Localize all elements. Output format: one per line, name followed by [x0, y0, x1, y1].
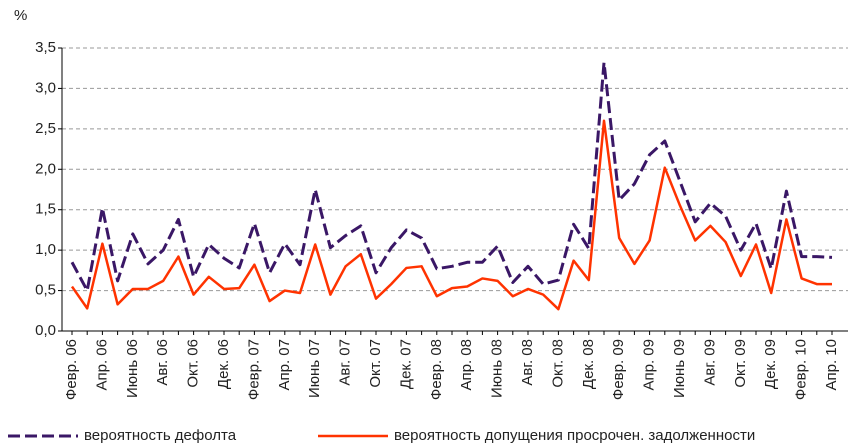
x-tick-label: Февр. 06	[63, 339, 80, 400]
x-tick-label: Апр. 07	[276, 339, 293, 391]
series-line	[70, 61, 833, 293]
x-tick-label: Окт. 09	[732, 339, 749, 388]
x-tick-label: Апр. 06	[93, 339, 110, 391]
x-tick-label: Окт. 06	[185, 339, 202, 388]
y-tick-label: 1,0	[35, 241, 56, 258]
x-tick-label: Июнь 06	[124, 339, 141, 398]
x-tick-label: Февр. 10	[793, 339, 810, 400]
y-tick-label: 0,5	[35, 282, 56, 299]
y-tick-label: 3,5	[35, 39, 56, 56]
y-tick-label: 1,5	[35, 201, 56, 218]
x-tick-label: Авг. 09	[701, 339, 718, 386]
x-tick-label: Дек. 09	[762, 339, 779, 389]
y-axis-label: %	[14, 7, 27, 24]
x-tick-label: Дек. 06	[215, 339, 232, 389]
y-tick-label: 2,0	[35, 160, 56, 177]
legend-label: вероятность допущения просрочен. задолже…	[394, 427, 755, 444]
x-tick-label: Февр. 09	[610, 339, 627, 400]
x-tick-label: Апр. 10	[823, 339, 840, 391]
x-tick-label: Дек. 08	[580, 339, 597, 389]
x-tick-label: Июнь 09	[671, 339, 688, 398]
series-line	[70, 119, 832, 311]
x-tick-label: Июнь 08	[489, 339, 506, 398]
x-tick-label: Авг. 06	[154, 339, 171, 386]
legend-label: вероятность дефолта	[84, 427, 237, 444]
x-tick-label: Дек. 07	[397, 339, 414, 389]
y-tick-label: 0,0	[35, 322, 56, 339]
x-tick-label: Авг. 08	[519, 339, 536, 386]
y-tick-label: 2,5	[35, 120, 56, 137]
x-tick-label: Апр. 09	[641, 339, 658, 391]
x-tick-label: Окт. 07	[367, 339, 384, 388]
x-tick-label: Июнь 07	[306, 339, 323, 398]
x-tick-label: Февр. 07	[245, 339, 262, 400]
x-tick-label: Апр. 08	[458, 339, 475, 391]
x-tick-label: Окт. 08	[549, 339, 566, 388]
x-tick-label: Авг. 07	[337, 339, 354, 386]
x-tick-label: Февр. 08	[428, 339, 445, 400]
y-tick-label: 3,0	[35, 79, 56, 96]
